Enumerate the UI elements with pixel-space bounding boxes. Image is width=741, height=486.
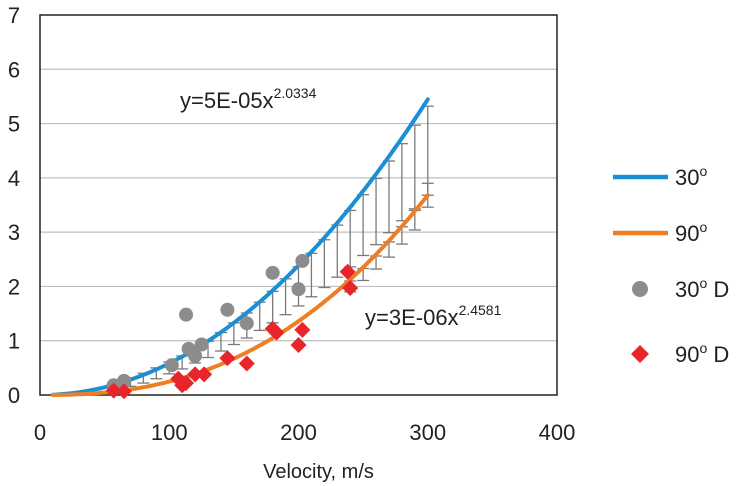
equation-exponent-90: 2.4581	[459, 302, 502, 318]
legend-label: 90o D	[675, 340, 729, 367]
data-point-90o-d	[294, 321, 311, 338]
legend-label: 90o	[675, 219, 707, 246]
data-point-90o-d	[187, 366, 204, 383]
fit-curves	[50, 97, 430, 397]
y-tick-label-0: 0	[8, 383, 20, 408]
error-bar	[421, 105, 434, 196]
error-bar	[408, 124, 421, 210]
data-points	[105, 253, 359, 400]
x-tick-label-100: 100	[151, 420, 188, 445]
error-bar	[344, 209, 357, 268]
fit-curve-30o	[50, 97, 430, 397]
data-point-90o-d	[178, 375, 195, 392]
data-point-30o-d	[194, 337, 209, 352]
data-point-30o-d	[117, 373, 132, 388]
data-point-90o-d	[342, 280, 359, 297]
plot-area-frame	[39, 14, 558, 396]
error-bar	[318, 239, 331, 289]
equation-base-30: y=5E-05x	[180, 88, 274, 113]
data-point-30o-d	[188, 348, 203, 363]
legend-item-90o: 90o	[613, 219, 707, 246]
y-tick-label-5: 5	[8, 112, 20, 137]
legend-item-90o-D: 90o D	[631, 340, 729, 367]
y-tick-label-1: 1	[8, 329, 20, 354]
equation-label-90: y=3E-06x2.4581	[365, 302, 502, 330]
data-point-90o-d	[219, 350, 236, 367]
legend-swatch-circle	[632, 281, 648, 297]
x-tick-label-300: 300	[409, 420, 446, 445]
grid-lines	[40, 68, 557, 342]
y-tick-label-6: 6	[8, 57, 20, 82]
error-bar	[331, 224, 344, 278]
equation-label-30: y=5E-05x2.0334	[180, 85, 317, 113]
error-bar	[357, 194, 370, 257]
legend-item-30o-D: 30o D	[632, 275, 729, 302]
legend-label: 30o D	[675, 275, 729, 302]
x-axis-title: Velocity, m/s	[263, 461, 374, 483]
data-point-30o-d	[179, 307, 194, 322]
x-axis-tick-labels: 0 100 200 300 400	[34, 420, 575, 445]
y-tick-label-7: 7	[8, 3, 20, 28]
x-tick-label-0: 0	[34, 420, 46, 445]
data-point-30o-d	[220, 302, 235, 317]
data-point-90o-d	[238, 355, 255, 372]
data-point-30o-d	[295, 253, 310, 268]
equation-base-90: y=3E-06x	[365, 305, 459, 330]
data-point-90o-d	[116, 383, 133, 400]
legend: 30o 90o 30o D 90o D	[613, 163, 729, 367]
x-tick-label-400: 400	[539, 420, 576, 445]
data-point-30o-d	[265, 265, 280, 280]
legend-label: 30o	[675, 163, 707, 190]
x-tick-label-200: 200	[280, 420, 317, 445]
data-point-90o-d	[105, 382, 122, 399]
error-bar	[395, 143, 408, 222]
error-bar	[382, 160, 395, 234]
y-tick-label-4: 4	[8, 166, 20, 191]
equation-exponent-30: 2.0334	[274, 85, 317, 101]
data-point-30o-d	[164, 358, 179, 373]
data-point-90o-d	[339, 263, 356, 280]
error-bar	[370, 177, 383, 246]
y-tick-label-3: 3	[8, 220, 20, 245]
legend-item-30o: 30o	[613, 163, 707, 190]
y-tick-label-2: 2	[8, 274, 20, 299]
data-point-90o-d	[196, 366, 213, 383]
data-point-30o-d	[291, 282, 306, 297]
legend-swatch-diamond	[631, 345, 649, 363]
y-axis-tick-labels: 0 1 2 3 4 5 6 7	[8, 3, 20, 408]
data-point-30o-d	[239, 316, 254, 331]
data-point-90o-d	[290, 337, 307, 354]
data-point-90o-d	[268, 324, 285, 341]
